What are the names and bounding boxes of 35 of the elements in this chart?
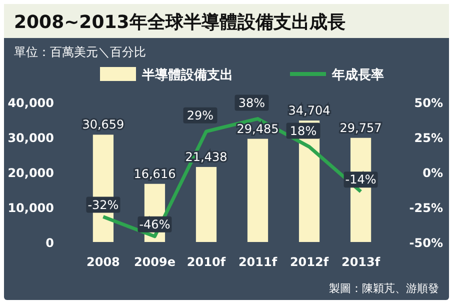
x-tick-label: 2009e [134,255,176,269]
data-label: 34,704 [288,104,330,118]
y2-tick-label: 25% [414,131,443,145]
y-tick-label: 30,000 [8,131,54,145]
data-label: 38% [238,96,266,110]
data-label: -14% [345,172,376,187]
data-label: 16,616 [134,166,176,181]
bar [247,138,268,242]
data-label: 29,485 [236,122,279,136]
y2-tick-label: 0% [422,166,443,180]
x-tick-label: 2008 [86,255,120,269]
y2-tick-label: -25% [409,201,443,215]
chart-title: 2008~2013年全球半導體設備支出成長 [14,12,346,33]
legend-label: 半導體設備支出 [141,67,233,83]
text: 製圖：陳穎芃、游順發 [329,282,439,295]
x-tick-label: 2012f [290,255,330,269]
data-label: -32% [88,198,119,212]
bar [196,166,217,242]
data-label: 29% [186,108,214,122]
y-tick-label: 0 [46,236,54,250]
x-tick-label: 2013f [341,255,381,269]
data-label: -46% [139,217,170,232]
x-tick-label: 2011f [238,255,278,269]
chart-subtitle: 單位：百萬美元＼百分比 [14,45,146,59]
legend-label: 年成長率 [331,67,384,83]
data-label: 29,757 [340,120,382,135]
data-label: 30,659 [82,118,124,132]
x-tick-label: 2010f [186,255,226,269]
y2-tick-label: -50% [409,236,443,250]
data-label: 18% [290,124,317,138]
data-label: 21,438 [185,150,228,164]
y-tick-label: 40,000 [8,96,54,110]
y2-tick-label: 50% [414,96,443,110]
y-tick-label: 10,000 [8,201,54,215]
y-tick-label: 20,000 [8,166,54,180]
